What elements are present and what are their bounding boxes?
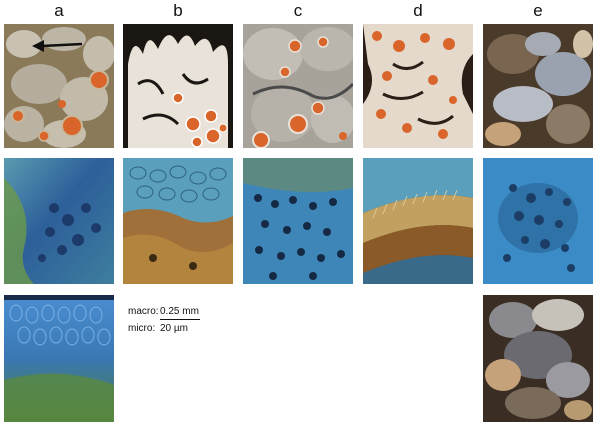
- micro-photo-c: [243, 158, 353, 284]
- macro-photo-e: [483, 24, 593, 148]
- micro-photo-d: [363, 158, 473, 284]
- macro-photo-b: [123, 24, 233, 148]
- macro-photo-e-2: [483, 295, 593, 422]
- micro-photo-a-2: [4, 295, 114, 422]
- column-label-a: a: [54, 1, 64, 20]
- macro-scale-value: 0.25 mm: [160, 305, 200, 320]
- macro-scale-label: macro:: [128, 306, 159, 317]
- column-label-d: d: [413, 1, 423, 20]
- micro-scale-value: 20 µm: [160, 323, 188, 334]
- micro-photo-e: [483, 158, 593, 284]
- macro-photo-a: [4, 24, 114, 148]
- scale-bar: [160, 319, 200, 320]
- micro-photo-a: [4, 158, 114, 284]
- scale-legend: macro: 0.25 mm micro: 20 µm: [128, 305, 200, 335]
- column-label-c: c: [293, 1, 303, 20]
- macro-photo-d: [363, 24, 473, 148]
- column-label-b: b: [173, 1, 183, 20]
- macro-photo-c: [243, 24, 353, 148]
- micro-scale-label: micro:: [128, 323, 156, 334]
- column-label-e: e: [533, 1, 543, 20]
- micro-photo-b: [123, 158, 233, 284]
